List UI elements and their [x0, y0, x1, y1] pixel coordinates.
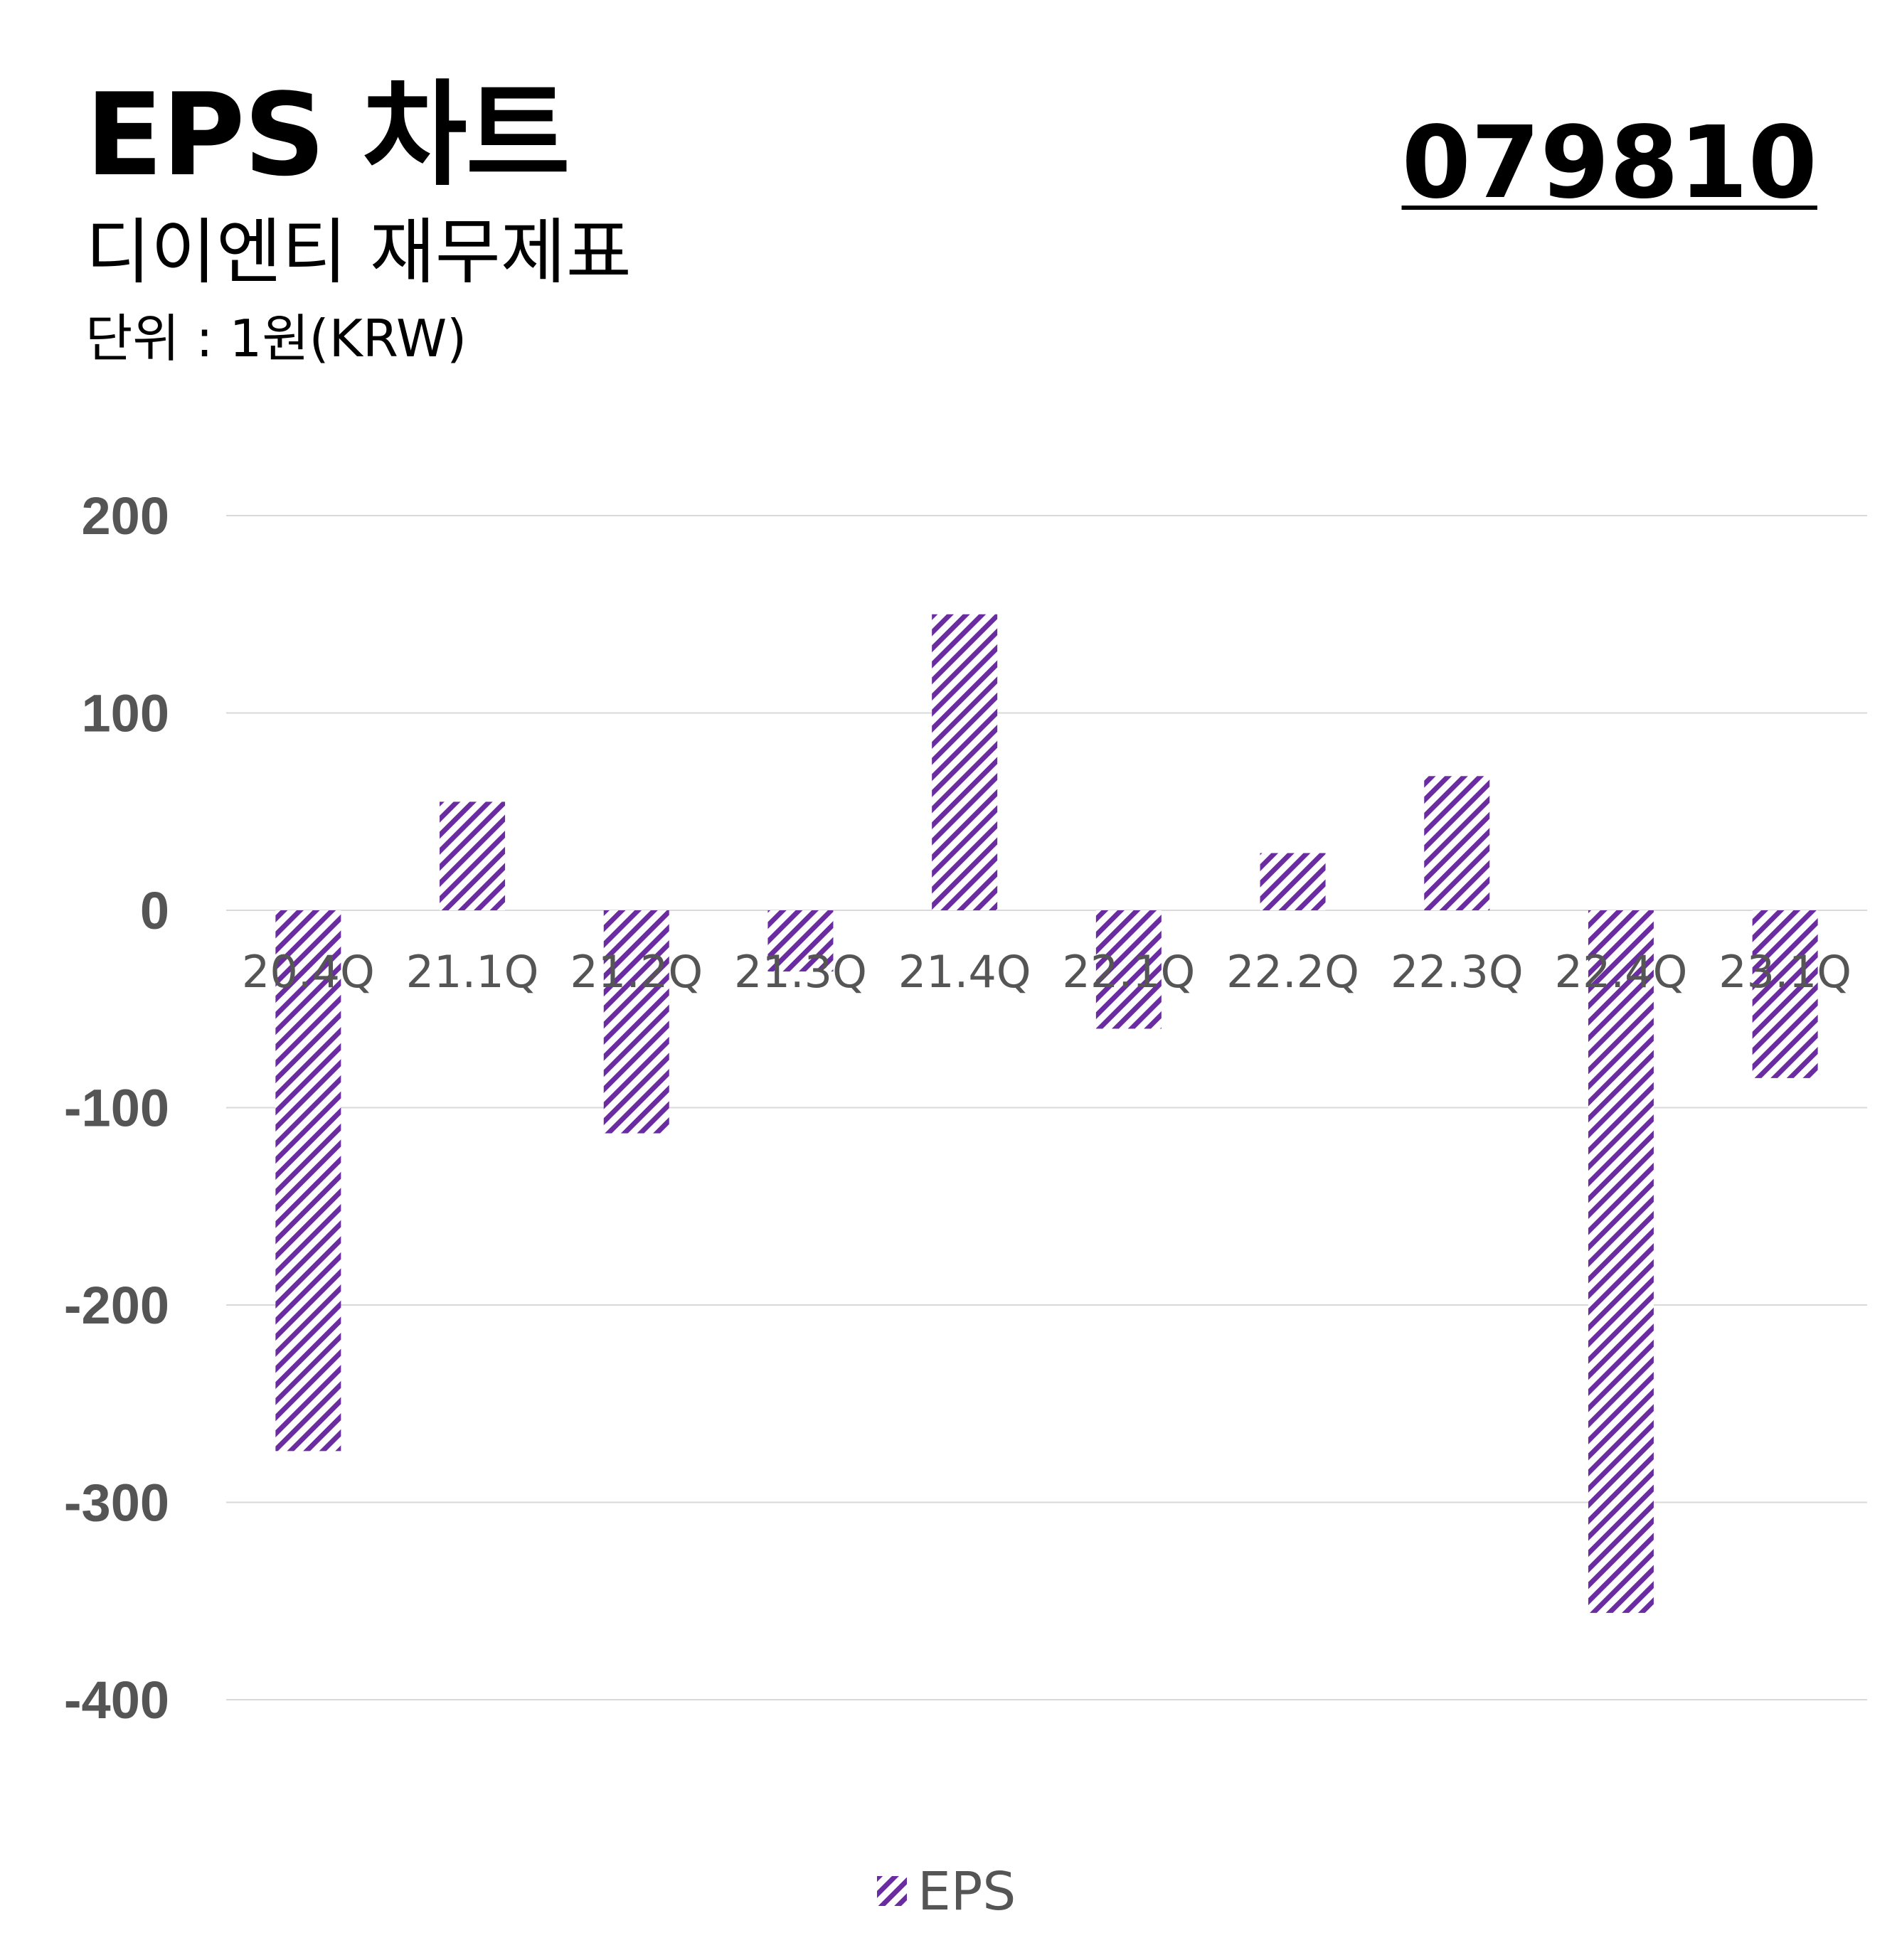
bar-22.2Q: [1260, 853, 1326, 910]
bar-21.4Q: [932, 614, 998, 910]
x-tick-label: 22.2Q: [1226, 946, 1359, 998]
x-tick-label: 21.2Q: [570, 946, 703, 998]
x-tick-label: 22.1Q: [1062, 946, 1195, 998]
bars: [275, 614, 1818, 1613]
legend: EPS: [877, 1861, 1016, 1922]
y-axis-ticks: 200 100 0 -100 -200 -300 -400: [64, 486, 169, 1730]
y-tick-label: 0: [140, 881, 169, 940]
bar-22.3Q: [1424, 776, 1490, 910]
y-tick-label: 100: [82, 684, 169, 743]
bar-23.1Q: [1752, 910, 1818, 1078]
chart-title: EPS 차트: [85, 68, 570, 201]
bar-22.1Q: [1095, 910, 1162, 1029]
x-tick-label: 20.4Q: [242, 946, 375, 998]
chart-subtitle: 디이엔티 재무제표: [85, 211, 632, 294]
x-tick-label: 22.3Q: [1391, 946, 1524, 998]
x-tick-label: 21.1Q: [406, 946, 539, 998]
y-tick-label: -100: [64, 1079, 169, 1138]
y-tick-label: -200: [64, 1276, 169, 1335]
x-tick-label: 23.1Q: [1718, 946, 1851, 998]
y-tick-label: -400: [64, 1671, 169, 1730]
y-tick-label: 200: [82, 486, 169, 545]
ticker-code: 079810: [1401, 105, 1817, 221]
legend-label-eps: EPS: [918, 1861, 1016, 1922]
bar-21.3Q: [767, 910, 834, 972]
y-tick-label: -300: [64, 1474, 169, 1533]
legend-swatch-eps: [877, 1876, 907, 1906]
unit-label: 단위 : 1원(KRW): [85, 309, 467, 368]
x-tick-label: 22.4Q: [1555, 946, 1688, 998]
x-tick-label: 21.3Q: [734, 946, 867, 998]
x-axis-ticks: 20.4Q 21.1Q 21.2Q 21.3Q 21.4Q 22.1Q 22.2Q 22.3Q…: [242, 946, 1851, 998]
bar-20.4Q: [275, 910, 341, 1452]
bar-22.4Q: [1588, 910, 1654, 1613]
bar-21.2Q: [603, 910, 669, 1134]
x-tick-label: 21.4Q: [898, 946, 1031, 998]
bar-21.1Q: [440, 801, 506, 910]
